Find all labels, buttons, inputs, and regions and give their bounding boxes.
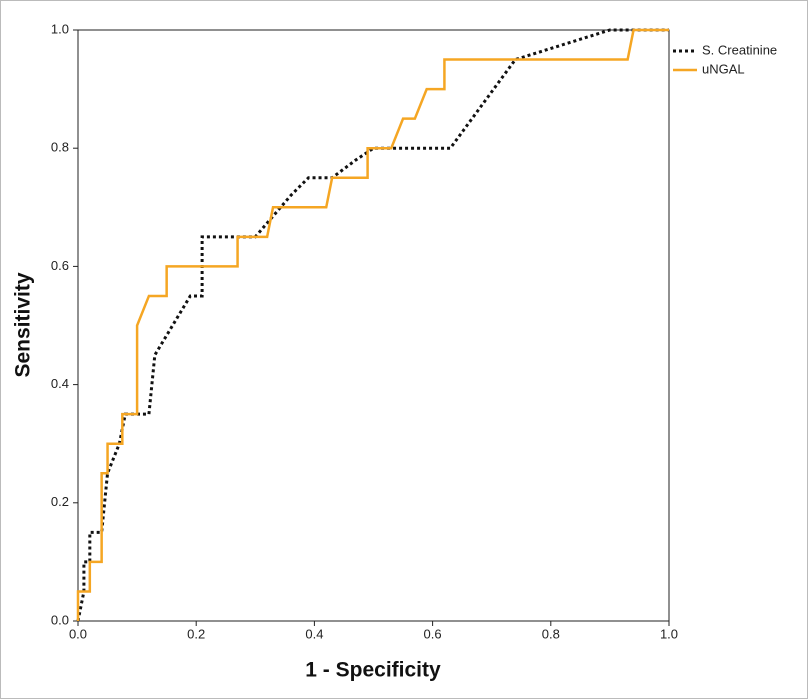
y-tick-label: 0.8	[51, 140, 69, 155]
x-tick-label: 0.4	[305, 626, 323, 641]
x-tick-label: 0.8	[542, 626, 560, 641]
roc-line	[76, 28, 669, 622]
x-tick-label: 0.6	[424, 626, 442, 641]
y-tick-label: 0.4	[51, 376, 69, 391]
y-tick-label: 0.2	[51, 494, 69, 509]
y-tick-label: 0.6	[51, 258, 69, 273]
legend-label: uNGAL	[702, 61, 745, 76]
x-axis-title: 1 - Specificity	[305, 659, 441, 682]
plot-area	[77, 29, 670, 622]
legend-label: S. Creatinine	[702, 42, 777, 57]
x-tick-label: 0.2	[187, 626, 205, 641]
y-tick-label: 1.0	[51, 21, 69, 36]
x-tick-label: 1.0	[660, 626, 678, 641]
roc-line	[76, 28, 669, 621]
x-tick-label: 0.0	[69, 626, 87, 641]
y-tick-label: 0.0	[51, 612, 69, 627]
y-axis-title: Sensitivity	[12, 272, 35, 377]
